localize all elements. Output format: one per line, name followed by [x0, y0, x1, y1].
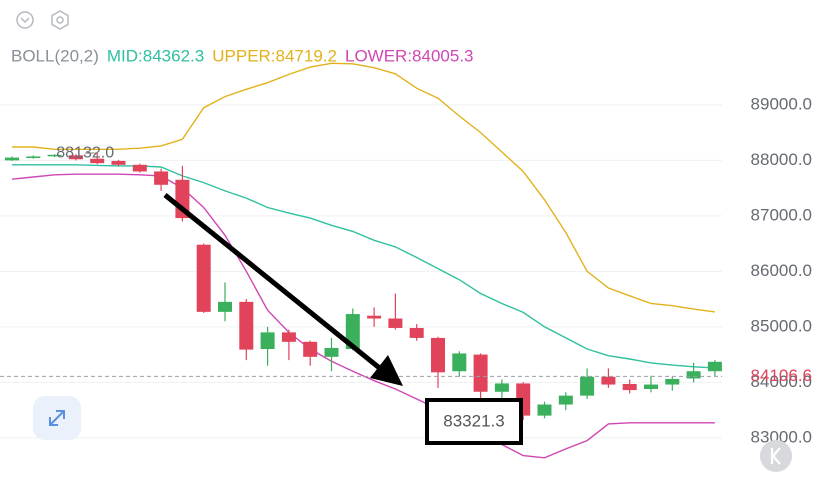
- band-line: [12, 62, 715, 313]
- y-tick-label: 86000.0: [751, 261, 812, 280]
- candle-body: [494, 383, 509, 392]
- candle-body: [345, 314, 360, 350]
- indicator-label: MID:84362.3: [107, 46, 204, 65]
- settings-icon-dot: [56, 16, 64, 24]
- trend-arrow: [163, 193, 403, 386]
- collapse-icon-chevron: [20, 17, 30, 24]
- candle-body: [239, 301, 254, 350]
- candle-body: [324, 347, 339, 357]
- candle-body: [558, 395, 573, 405]
- candle-body: [622, 383, 637, 391]
- candle-body: [580, 376, 595, 396]
- indicator-label: BOLL(20,2): [11, 46, 99, 65]
- candle-body: [537, 404, 552, 416]
- candle-body: [601, 376, 616, 385]
- toolbar: [16, 10, 69, 30]
- settings-icon[interactable]: [51, 10, 69, 30]
- y-tick-label: 85000.0: [751, 316, 812, 335]
- candles: [5, 153, 722, 420]
- candle-body: [388, 318, 403, 328]
- y-tick-label: 83000.0: [751, 427, 812, 446]
- band-line: [12, 164, 715, 369]
- candle-body: [260, 332, 275, 350]
- candle-body: [154, 171, 169, 185]
- grid: 83000.0 84000.0 85000.0 86000.0 87000.0 88000…: [0, 94, 812, 446]
- candle-body: [132, 164, 147, 172]
- back-icon: [770, 447, 781, 465]
- candle-body: [409, 327, 424, 338]
- y-tick-label: 89000.0: [751, 94, 812, 113]
- candle-body: [196, 244, 211, 312]
- collapse-icon[interactable]: [16, 11, 34, 29]
- expand-icon: [49, 410, 65, 426]
- indicator-label: LOWER:84005.3: [345, 46, 474, 65]
- arrow-shaft: [163, 193, 384, 372]
- indicator-legend: BOLL(20,2) MID:84362.3 UPPER:84719.2 LOWER:…: [11, 46, 474, 65]
- band-line: [11, 173, 715, 459]
- min-annotation-label: 83321.3: [443, 411, 504, 430]
- bollinger-bands: [11, 62, 715, 459]
- y-tick-label: 84000.0: [751, 372, 812, 391]
- candle-body: [644, 384, 658, 389]
- candle-body: [281, 332, 296, 342]
- candle-body: [111, 160, 126, 165]
- back-button[interactable]: [760, 440, 792, 472]
- max-annotation-label: 88132.0: [56, 144, 114, 161]
- candle-body: [452, 353, 467, 372]
- candle-body: [47, 154, 62, 157]
- candle-body: [707, 361, 722, 372]
- candle-body: [473, 354, 488, 392]
- candle-body: [303, 341, 318, 357]
- candle-body: [431, 337, 445, 373]
- candle-body: [686, 371, 701, 379]
- back-button-bg[interactable]: [760, 440, 792, 472]
- y-tick-label: 88000.0: [751, 150, 812, 169]
- candle-body: [68, 155, 83, 160]
- expand-button[interactable]: [33, 396, 81, 440]
- candle-body: [26, 156, 41, 158]
- overlay: 84106.6 88132.0 83321.3: [0, 144, 812, 445]
- last-price-label: 84106.6: [751, 366, 812, 385]
- candle-body: [218, 301, 232, 312]
- candle-body: [367, 315, 382, 319]
- candle-body: [665, 378, 680, 385]
- candle-body: [90, 158, 105, 164]
- indicator-label: UPPER:84719.2: [212, 46, 337, 65]
- candle-body: [5, 157, 19, 161]
- y-tick-label: 87000.0: [751, 205, 812, 224]
- arrow-head: [370, 355, 403, 386]
- min-annotation-box: [425, 398, 523, 445]
